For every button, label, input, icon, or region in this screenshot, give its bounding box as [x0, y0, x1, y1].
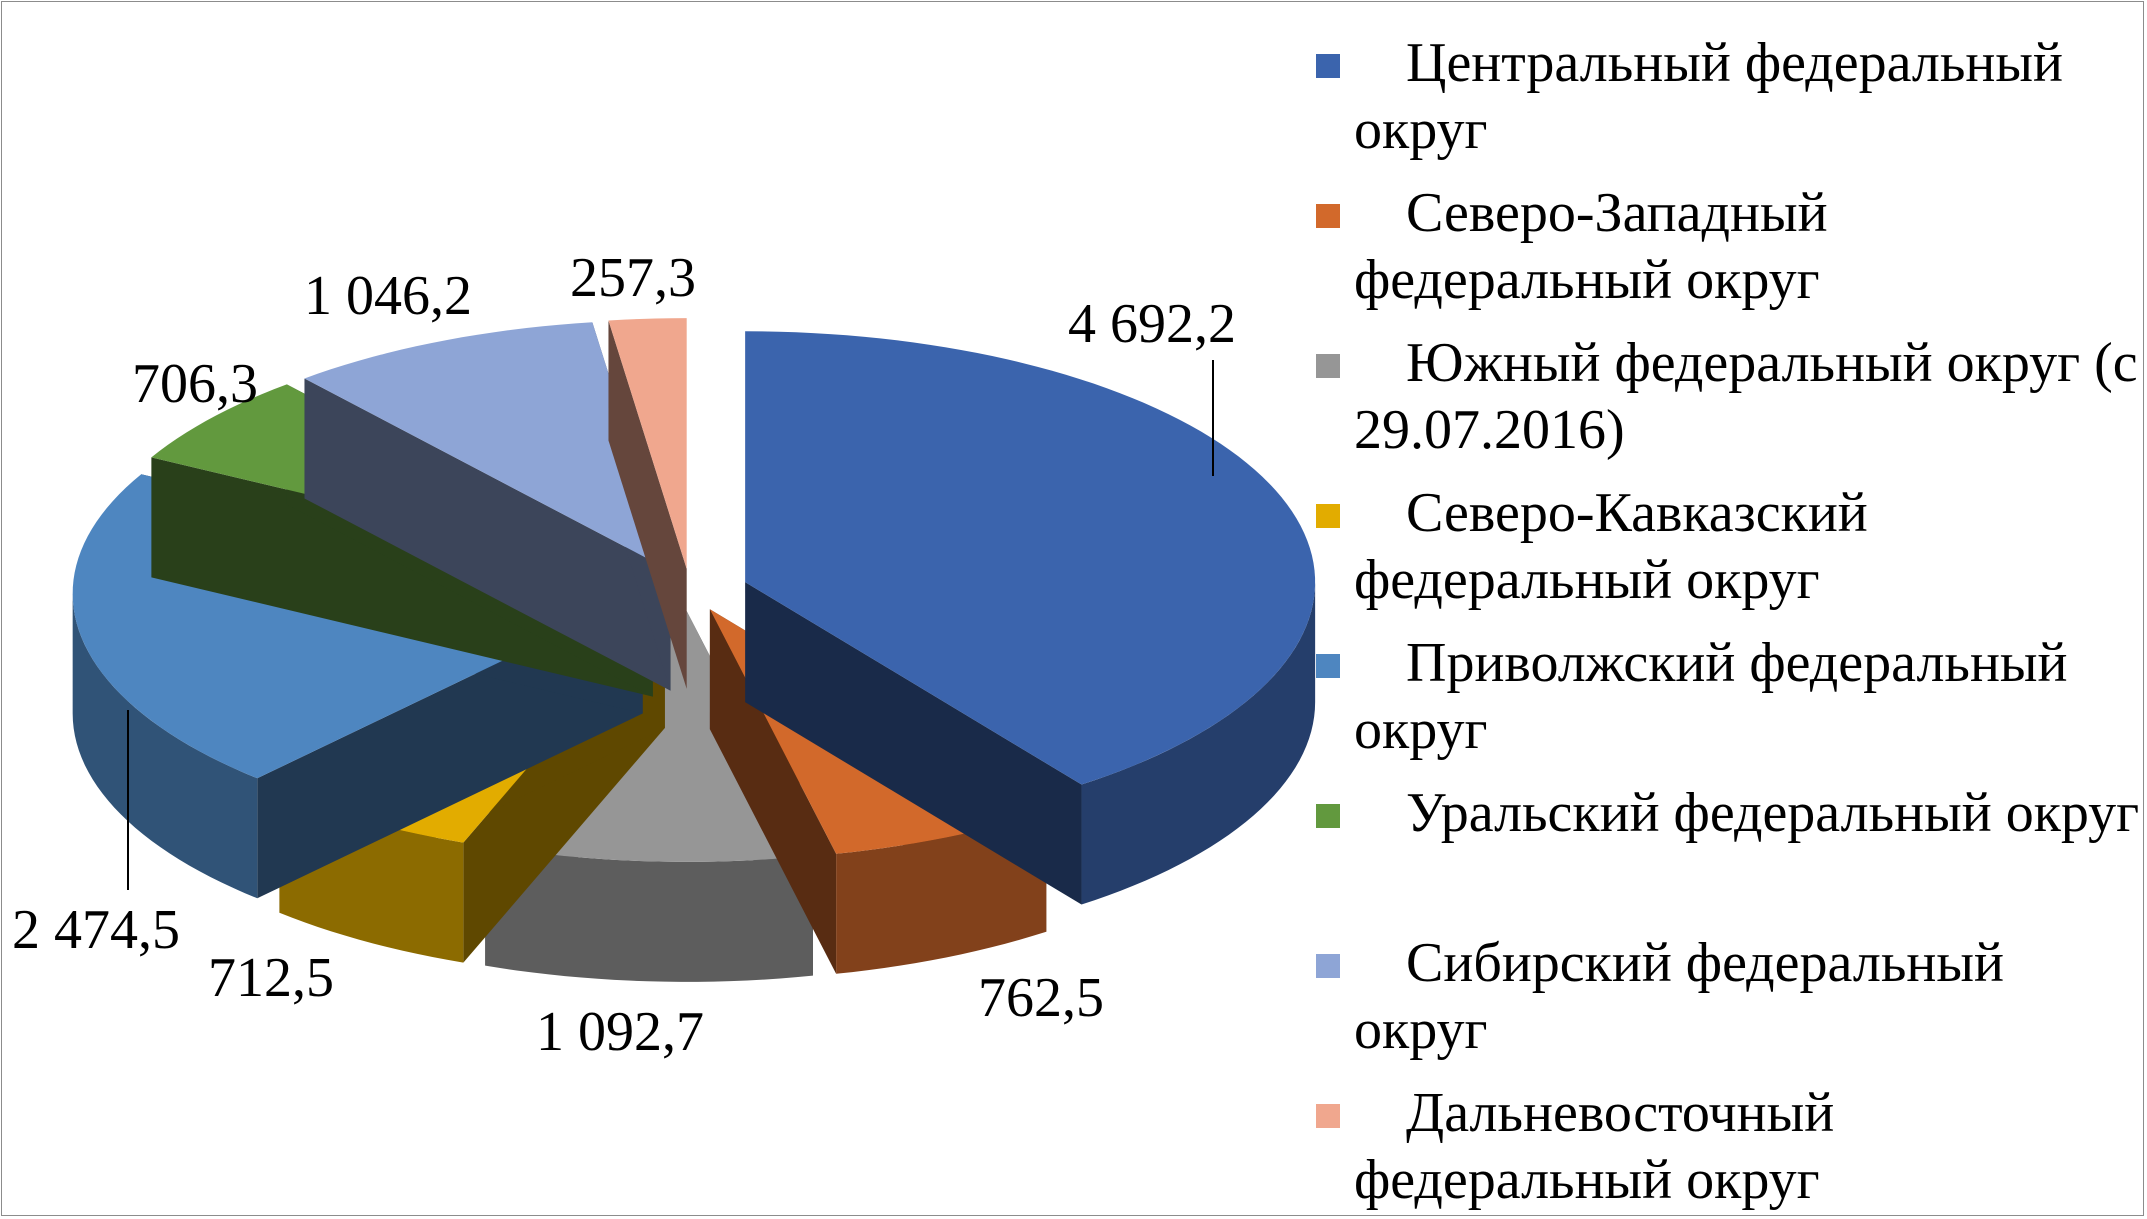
data-label-far-east: 257,3	[570, 247, 696, 309]
slice-wall	[608, 320, 687, 689]
legend-label: Центральный федеральный округ	[1354, 32, 2063, 161]
leader-lines	[127, 360, 1214, 890]
slice-top	[745, 331, 1316, 785]
legend-label: Южный федеральный округ (с 29.07.2016)	[1354, 332, 2138, 461]
legend-swatch-icon	[1316, 954, 1340, 978]
data-label-north-caucasus: 712,5	[208, 947, 334, 1009]
legend-item-volga: Приволжский федеральный округ	[1310, 630, 2140, 764]
slice-side	[1081, 582, 1316, 905]
slice-side	[485, 845, 813, 982]
slice-wall	[745, 582, 1082, 905]
slice-wall	[709, 609, 837, 974]
legend-item-northwest: Северо-Западный федеральный округ	[1310, 180, 2140, 314]
legend-item-siberian: Сибирский федеральный округ	[1310, 930, 2140, 1064]
data-label-siberian: 1 046,2	[304, 265, 472, 327]
pie-slice-central	[745, 331, 1316, 905]
legend-swatch-icon	[1316, 804, 1340, 828]
legend-swatch-icon	[1316, 354, 1340, 378]
legend-swatch-icon	[1316, 1104, 1340, 1128]
slice-top	[304, 322, 671, 571]
slice-top	[608, 318, 687, 569]
slice-side	[836, 811, 1047, 974]
legend-item-ural: Уральский федеральный округ	[1310, 780, 2140, 847]
data-label-south: 1 092,7	[536, 1001, 704, 1063]
pie-slice-far-east	[608, 318, 687, 689]
slices-layer	[72, 318, 1316, 982]
legend-label: Уральский федеральный округ	[1406, 782, 2140, 844]
legend-swatch-icon	[1316, 504, 1340, 528]
data-label-central: 4 692,2	[1068, 293, 1236, 355]
legend-label: Приволжский федеральный округ	[1354, 632, 2068, 761]
slice-side	[72, 593, 258, 899]
data-label-northwest: 762,5	[978, 967, 1104, 1029]
legend-swatch-icon	[1316, 54, 1340, 78]
legend: Центральный федеральный округ Северо-Зап…	[1310, 30, 2140, 1211]
data-label-volga: 2 474,5	[12, 899, 180, 961]
legend-item-far-east: Дальневосточный федеральный округ	[1310, 1080, 2140, 1214]
data-labels: 4 692,2 762,5 1 092,7 712,5 2 474,5 706,…	[12, 247, 1236, 1063]
legend-label: Северо-Западный федеральный округ	[1354, 182, 1828, 311]
legend-label: Сибирский федеральный округ	[1354, 932, 2004, 1061]
legend-label: Дальневосточный федеральный округ	[1354, 1082, 1835, 1211]
legend-item-north-caucasus: Северо-Кавказский федеральный округ	[1310, 480, 2140, 614]
slice-wall	[151, 457, 653, 697]
data-label-ural: 706,3	[132, 353, 258, 415]
legend-item-central: Центральный федеральный округ	[1310, 30, 2140, 164]
legend-item-south: Южный федеральный округ (с 29.07.2016)	[1310, 330, 2140, 464]
legend-swatch-icon	[1316, 204, 1340, 228]
legend-swatch-icon	[1316, 654, 1340, 678]
slice-wall	[304, 378, 671, 691]
legend-label: Северо-Кавказский федеральный округ	[1354, 482, 1868, 611]
